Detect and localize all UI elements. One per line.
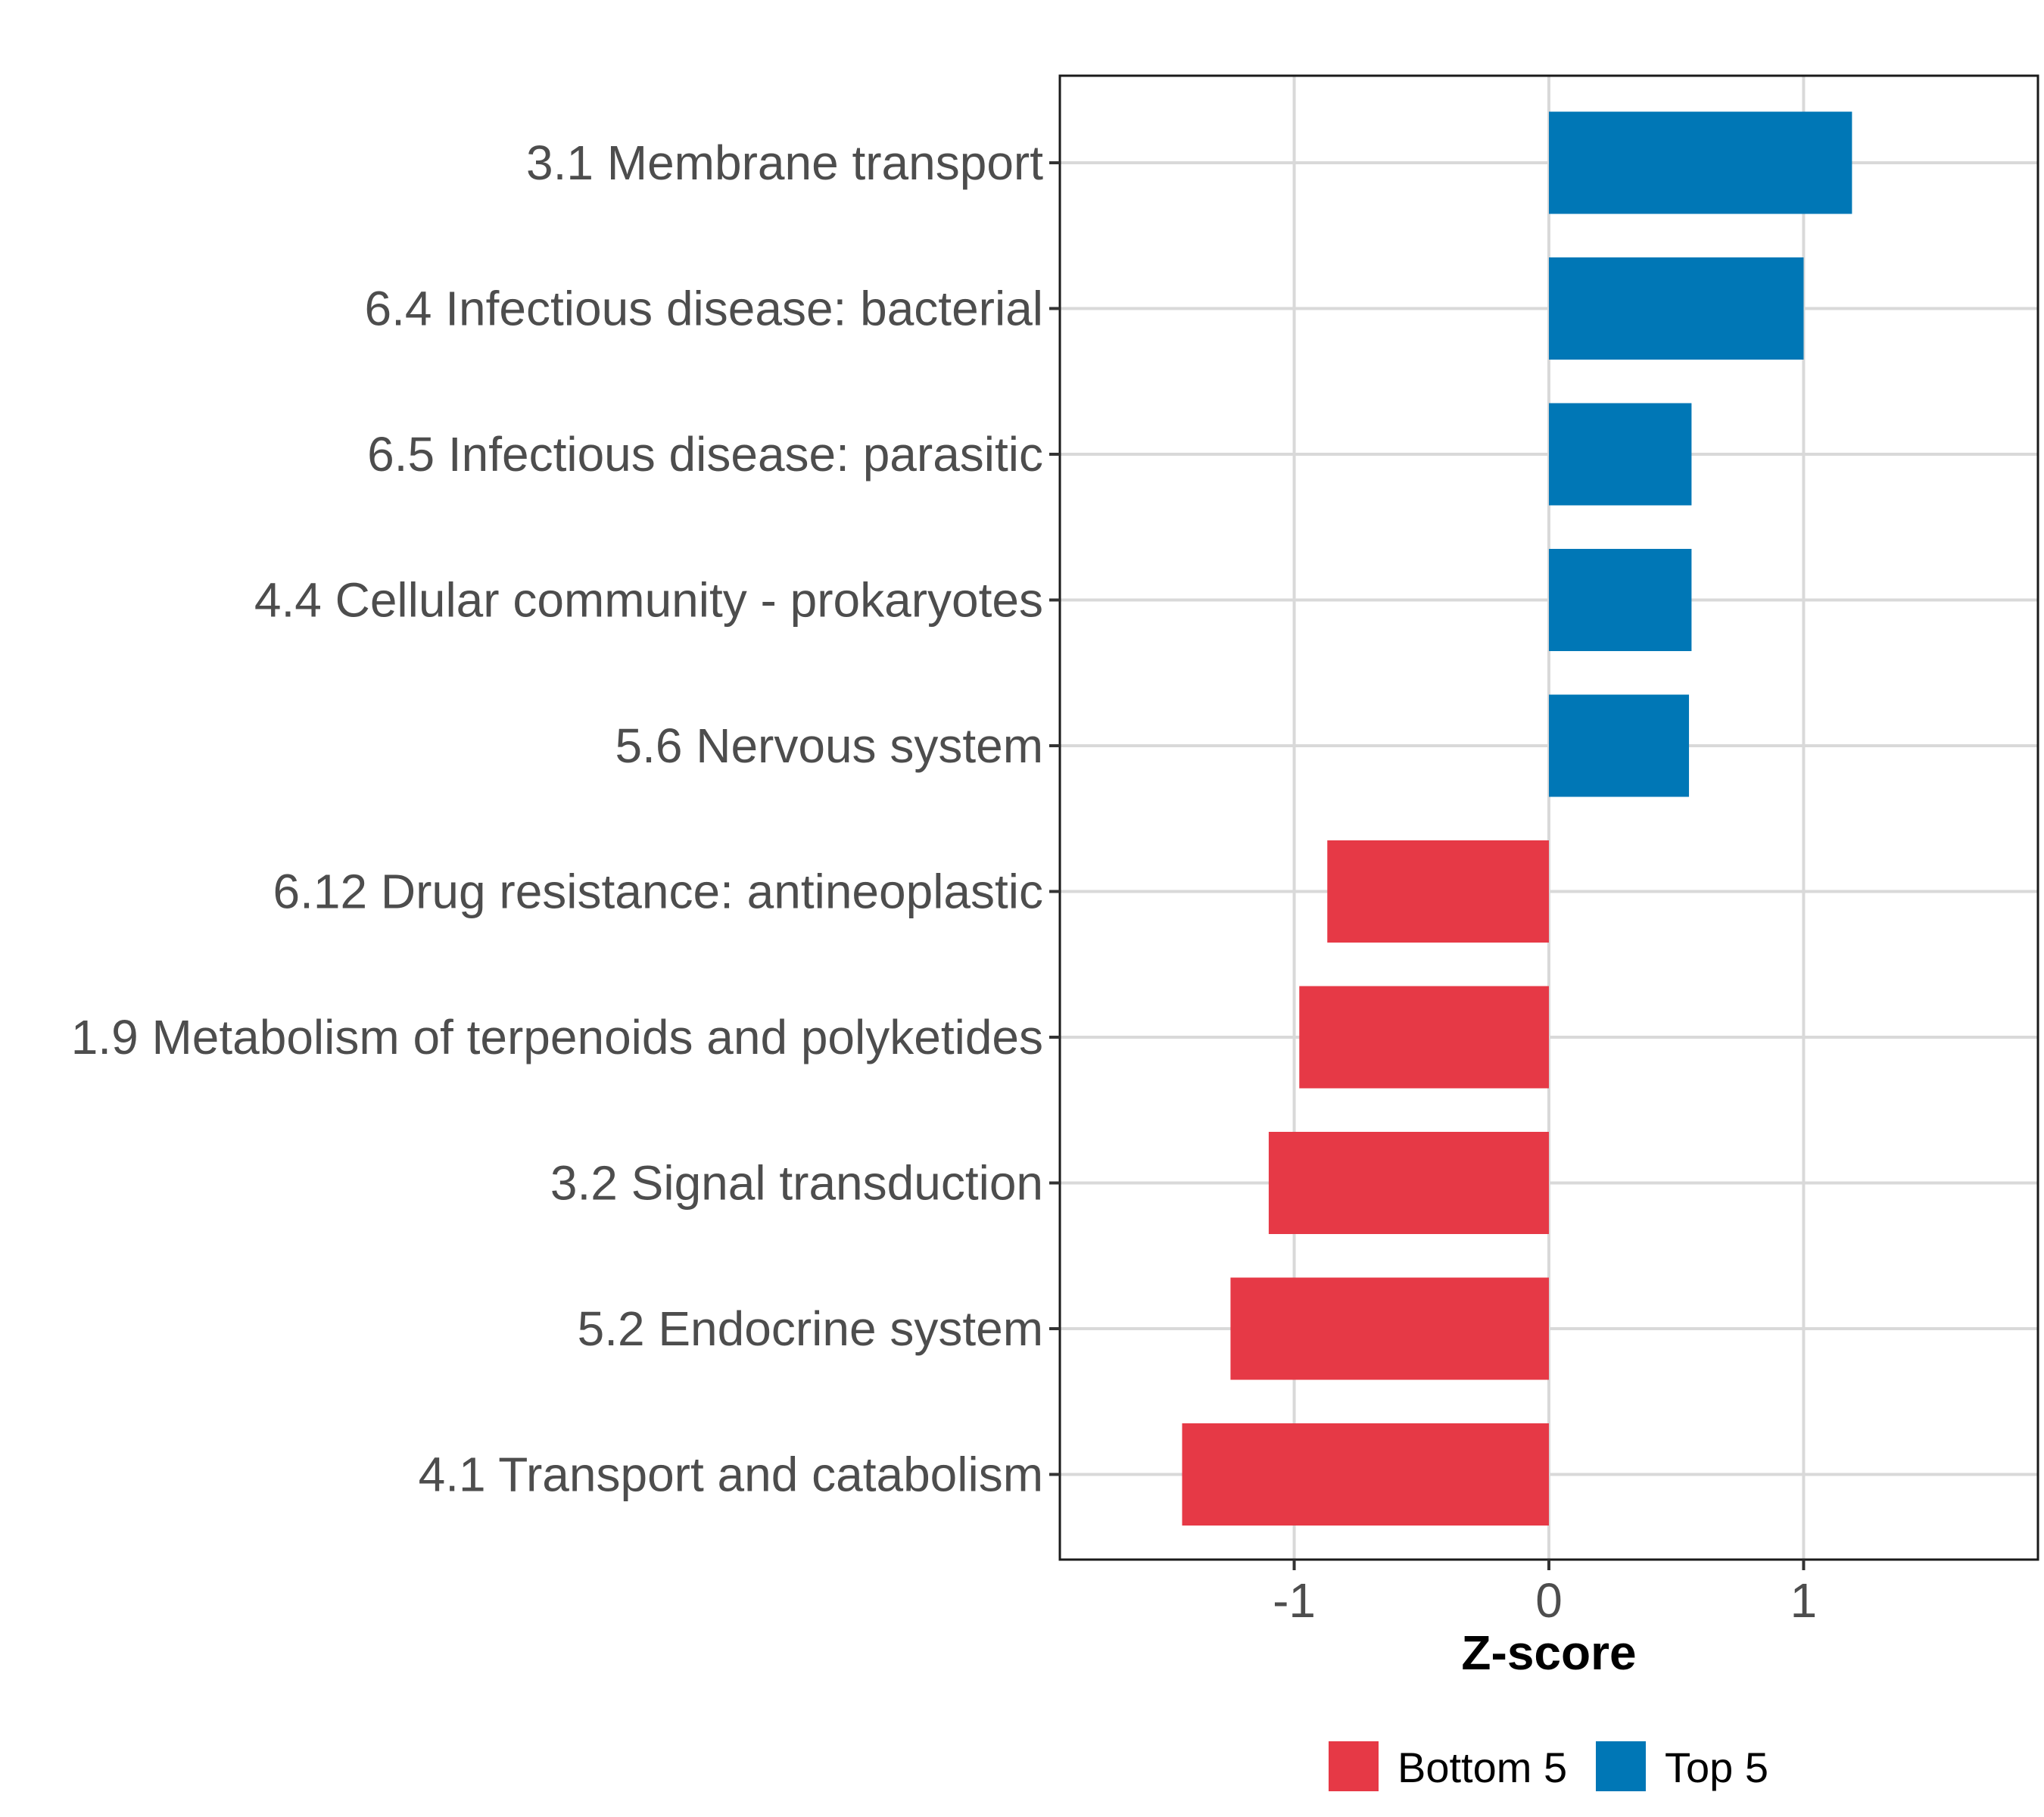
x-axis-title: Z-score [1461,1625,1636,1680]
y-tick-label: 5.6 Nervous system [615,718,1043,773]
bar [1299,986,1549,1089]
y-tick-label: 3.2 Signal transduction [550,1156,1043,1211]
legend: Bottom 5 Top 5 [1329,1741,1768,1791]
y-tick-label: 6.4 Infectious disease: bacterial [364,282,1043,336]
bar [1230,1277,1549,1380]
y-tick-label: 6.12 Drug resistance: antineoplastic [273,865,1043,919]
y-axis: 3.1 Membrane transport 6.4 Infectious dis… [71,136,1060,1502]
x-tick-label: 0 [1535,1573,1563,1628]
legend-key [1329,1741,1379,1791]
bar [1549,549,1692,651]
bar [1268,1132,1549,1234]
legend-label: Bottom 5 [1397,1744,1567,1791]
y-tick-label: 6.5 Infectious disease: parasitic [367,427,1043,482]
y-tick-label: 4.4 Cellular community - prokaryotes [254,573,1043,628]
bar [1549,403,1692,506]
y-tick-label: 1.9 Metabolism of terpenoids and polyket… [71,1010,1043,1064]
x-tick-label: -1 [1273,1573,1316,1628]
legend-label: Top 5 [1665,1744,1768,1791]
y-tick-label: 4.1 Transport and catabolism [419,1448,1043,1502]
bar [1549,111,1852,214]
y-tick-label: 5.2 Endocrine system [578,1301,1043,1356]
x-tick-label: 1 [1790,1573,1818,1628]
y-tick-label: 3.1 Membrane transport [526,136,1043,190]
bar [1182,1423,1549,1526]
bar [1549,694,1690,797]
x-axis: -1 0 1 [1273,1560,1817,1628]
bars [1182,111,1852,1526]
legend-key [1596,1741,1646,1791]
bar [1549,257,1804,360]
bar [1327,840,1549,943]
